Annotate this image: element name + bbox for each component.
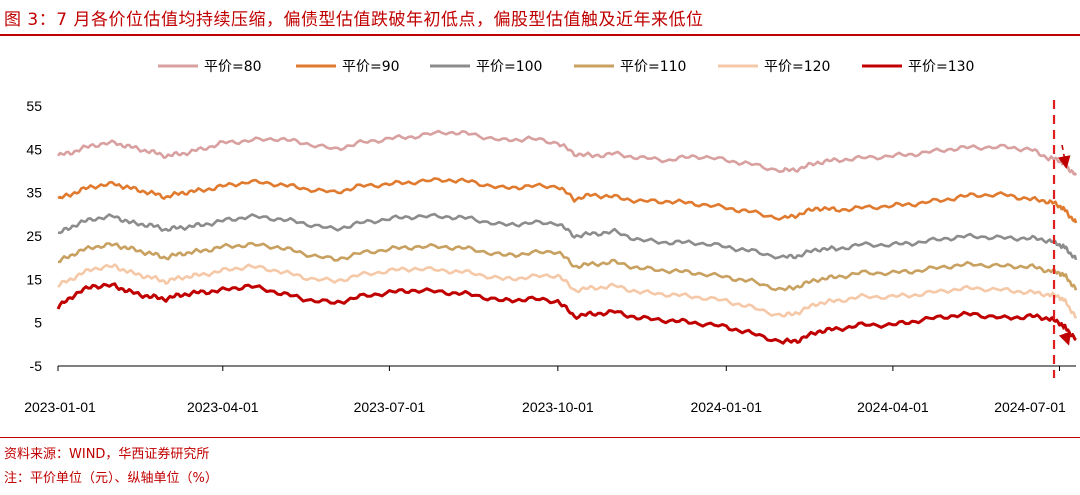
footer-divider (0, 437, 1080, 438)
line-chart: 平价=80 平价=90 平价=100 平价=110 平价=120 平价=130 -5 5 15… (24, 59, 1078, 415)
legend-label: 平价=90 (342, 59, 400, 75)
trend-arrow-top (1057, 144, 1071, 169)
legend: 平价=80 平价=90 平价=100 平价=110 平价=120 平价=130 (158, 59, 974, 75)
x-tick-label: 2023-07-01 (354, 399, 426, 415)
y-tick-label: 15 (26, 271, 42, 287)
legend-label: 平价=120 (764, 59, 830, 75)
y-tick-label: -5 (30, 358, 43, 374)
legend-label: 平价=130 (908, 59, 974, 75)
x-tick-label: 2023-10-01 (522, 399, 594, 415)
series-line-4 (58, 241, 1078, 292)
legend-label: 平价=100 (476, 59, 542, 75)
x-tick-label: 2024-01-01 (690, 399, 762, 415)
x-tick-label: 2024-04-01 (857, 399, 929, 415)
series-line-2 (57, 177, 1078, 224)
y-tick-label: 55 (26, 98, 42, 114)
title-divider (0, 34, 1080, 36)
y-tick-label: 45 (26, 141, 42, 157)
source-note: 资料来源：WIND，华西证券研究所 (4, 447, 210, 462)
annotations (1052, 100, 1072, 378)
series-line-6 (56, 282, 1077, 345)
unit-note: 注：平价单位（元）、纵轴单位（%） (4, 471, 218, 486)
y-axis: -5 5 15 25 35 45 55 (26, 98, 42, 374)
series-line-3 (57, 212, 1078, 261)
chart-title: 图 3：7 月各价位估值均持续压缩，偏债型估值跌破年初低点，偏股型估值触及近年来… (4, 10, 704, 30)
trend-arrow-bottom (1058, 324, 1072, 346)
x-tick-label: 2024-07-01 (994, 399, 1066, 415)
y-tick-label: 25 (26, 228, 42, 244)
series-group (56, 129, 1078, 345)
y-tick-label: 35 (26, 185, 42, 201)
legend-label: 平价=110 (620, 59, 686, 75)
series-line-5 (57, 263, 1078, 319)
legend-label: 平价=80 (204, 59, 262, 75)
y-tick-label: 5 (34, 315, 42, 331)
series-line-1 (56, 129, 1078, 176)
x-tick-label: 2023-04-01 (187, 399, 259, 415)
x-tick-label: 2023-01-01 (24, 399, 96, 415)
x-axis: 2023-01-01 2023-04-01 2023-07-01 2023-10-01… (24, 365, 1076, 415)
